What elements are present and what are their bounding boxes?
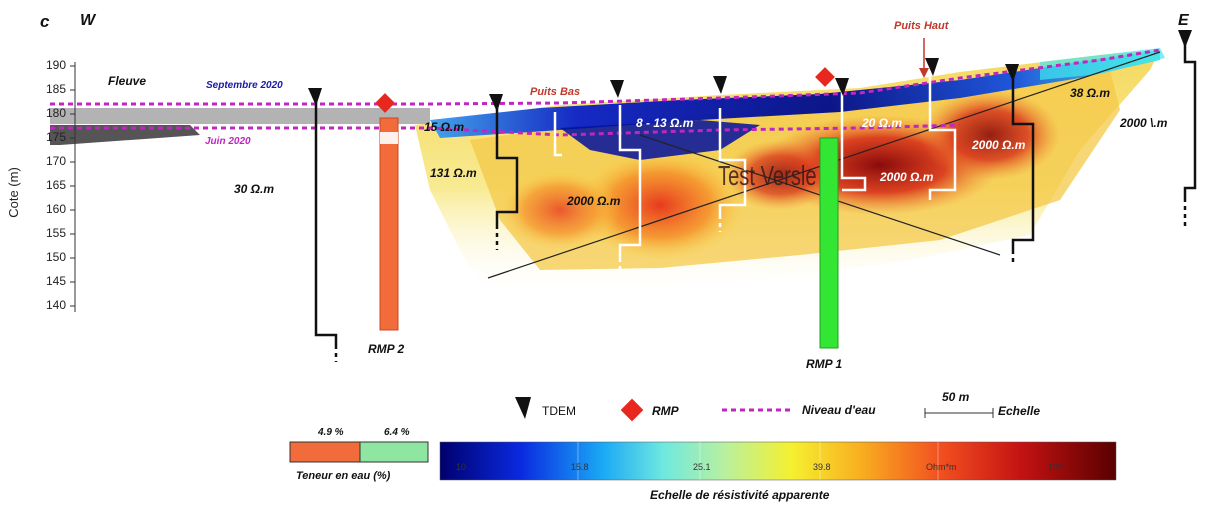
y-tick-145: 145 [45,274,66,288]
puits-haut-arrowhead [919,68,929,78]
water-level-juin [50,123,961,137]
y-tick-140: 140 [45,298,66,312]
resistivity-38: 38 Ω.m [1070,86,1111,100]
y-tick-185: 185 [45,82,66,96]
east-label: E [1178,12,1189,29]
resistivity-2000-b: 2000 Ω.m [880,170,934,184]
rmp2-bar [379,117,399,331]
rmp2-gap [380,132,398,144]
tdem-profile-tails [334,198,1187,362]
panel-letter: c [40,12,50,31]
colorbar-gridlines [577,442,939,480]
rmp2-marker [375,93,395,113]
river-water-band [50,108,430,124]
resistivity-30: 30 Ω.m [234,182,275,196]
juin-label: Juin 2020 [205,136,251,147]
colorbar-tick-10: 10 [456,462,467,472]
water-level-septembre [50,48,1161,106]
septembre-label: Septembre 2020 [206,80,283,91]
colorbar-tick-unit: Ohm*m [926,462,957,472]
resistivity-8-13: 8 - 13 Ω.m [636,116,694,130]
legend-rmp-label: RMP [652,404,679,418]
watermark-text: Test Versle [718,160,817,191]
white-profile-tails [618,215,722,285]
water-content-title: Teneur en eau (%) [296,470,391,482]
rmp1-bar [819,137,839,349]
resistivity-2000-a: 2000 Ω.m [567,194,621,208]
legend-scale-value: 50 m [942,390,970,404]
river-bed [50,125,200,145]
resistivity-131: 131 Ω.m [430,166,477,180]
fleuve-label: Fleuve [108,74,147,88]
y-tick-190: 190 [45,58,66,72]
legend-niveau-label: Niveau d'eau [802,403,876,417]
puits-haut-label: Puits Haut [894,20,949,32]
y-tick-180: 180 [45,106,66,120]
white-step-profiles [553,75,957,258]
legend-scale-label: Echelle [998,404,1041,418]
resistivity-colorbar [439,441,1117,481]
y-tick-155: 155 [45,226,66,240]
y-axis [70,62,76,312]
colorbar-tick-15-8: 15.8 [571,462,589,472]
y-tick-150: 150 [45,250,66,264]
resistivity-20: 20 Ω.m [862,116,903,130]
colorbar-tick-39-8: 39.8 [813,462,831,472]
y-axis-label: Cote (m) [5,167,21,218]
y-tick-175: 175 [45,130,66,144]
y-tick-170: 170 [45,154,66,168]
resistivity-2000-d: 2000 \.m [1120,116,1168,130]
water-content-left-value: 4.9 % [318,427,344,438]
water-content-high-swatch [359,441,429,463]
rmp1-label: RMP 1 [806,357,843,371]
west-label: W [80,12,96,29]
y-tick-165: 165 [45,178,66,192]
legend-tdem-icon [515,397,531,419]
tdem-profiles [314,44,1197,345]
resistivity-2000-c: 2000 Ω.m [972,138,1026,152]
legend-scale-bar [924,408,994,418]
colorbar-tick-25-1: 25.1 [693,462,711,472]
water-content-right-value: 6.4 % [384,427,410,438]
legend-tdem-label: TDEM [542,404,576,418]
legend-rmp-icon [620,398,644,422]
colorbar-tick-100: 100 [1048,462,1064,472]
rmp1-marker [815,67,835,87]
resistivity-15: 15 Ω.m [424,120,465,134]
water-content-low-swatch [289,441,361,463]
colorbar-title: Echelle de résistivité apparente [650,488,830,502]
rmp2-label: RMP 2 [368,342,405,356]
puits-bas-label: Puits Bas [530,86,581,98]
y-tick-160: 160 [45,202,66,216]
tdem-markers [308,30,1192,112]
